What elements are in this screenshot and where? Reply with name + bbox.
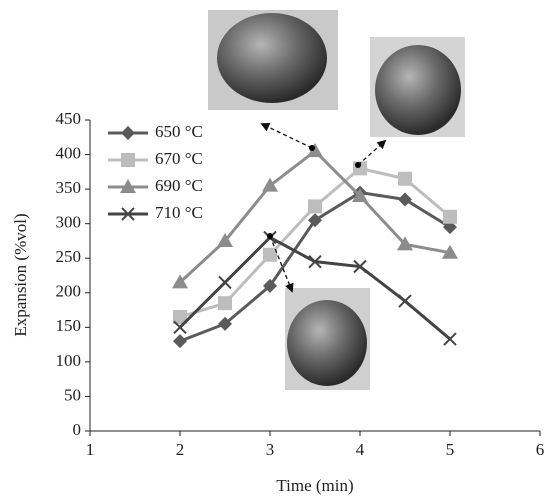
- legend-label: 710 °C: [155, 203, 203, 222]
- marker: [121, 126, 135, 140]
- y-axis-label: Expansion (%vol): [11, 213, 30, 336]
- marker: [308, 254, 322, 269]
- marker: [263, 247, 277, 262]
- marker: [353, 259, 367, 274]
- x-tick-label: 2: [176, 440, 185, 459]
- marker: [443, 332, 457, 346]
- marker: [442, 244, 458, 259]
- marker: [173, 320, 187, 335]
- marker: [263, 278, 277, 293]
- marker: [217, 232, 233, 247]
- y-tick-label: 150: [56, 316, 82, 335]
- marker: [308, 199, 322, 214]
- marker: [218, 275, 232, 290]
- y-tick-label: 250: [56, 247, 82, 266]
- marker: [120, 179, 136, 193]
- marker: [121, 153, 135, 167]
- annotation-arrow: [260, 123, 387, 293]
- photo: [285, 288, 370, 390]
- x-tick-label: 6: [536, 440, 545, 459]
- legend-label: 670 °C: [155, 149, 203, 168]
- x-tick-label: 5: [446, 440, 455, 459]
- marker: [443, 209, 457, 224]
- marker: [397, 236, 413, 251]
- marker: [398, 171, 412, 186]
- marker: [308, 213, 322, 228]
- photo: [208, 10, 338, 110]
- marker: [121, 207, 135, 221]
- y-tick-label: 300: [56, 213, 82, 232]
- x-axis-label: Time (min): [276, 476, 353, 495]
- marker: [398, 192, 412, 207]
- marker: [218, 316, 232, 331]
- x-tick-label: 4: [356, 440, 365, 459]
- y-tick-label: 100: [56, 351, 82, 370]
- annotation-dot: [267, 145, 361, 239]
- marker: [218, 296, 232, 311]
- y-tick-label: 50: [64, 385, 81, 404]
- marker: [398, 294, 412, 308]
- legend-label: 650 °C: [155, 122, 203, 141]
- x-tick-label: 1: [86, 440, 95, 459]
- marker: [172, 274, 188, 289]
- photo: [370, 37, 465, 137]
- x-tick-label: 3: [266, 440, 275, 459]
- y-tick-label: 0: [73, 420, 82, 439]
- y-tick-label: 450: [56, 109, 82, 128]
- marker: [352, 188, 368, 203]
- marker: [173, 309, 187, 324]
- y-tick-label: 350: [56, 178, 82, 197]
- legend-label: 690 °C: [155, 176, 203, 195]
- marker: [173, 334, 187, 349]
- y-tick-label: 200: [56, 282, 82, 301]
- marker: [262, 177, 278, 192]
- y-tick-label: 400: [56, 143, 82, 162]
- marker: [307, 143, 323, 158]
